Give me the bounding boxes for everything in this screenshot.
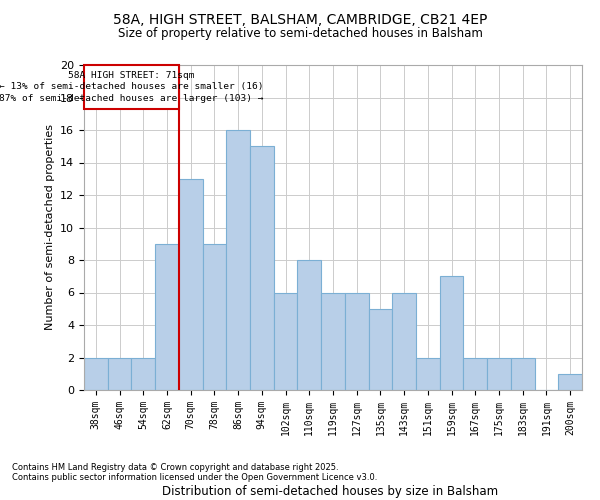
Bar: [155, 244, 179, 390]
Text: Contains public sector information licensed under the Open Government Licence v3: Contains public sector information licen…: [12, 472, 377, 482]
Bar: [463, 358, 487, 390]
Bar: [392, 292, 416, 390]
Y-axis label: Number of semi-detached properties: Number of semi-detached properties: [44, 124, 55, 330]
Text: 58A, HIGH STREET, BALSHAM, CAMBRIDGE, CB21 4EP: 58A, HIGH STREET, BALSHAM, CAMBRIDGE, CB…: [113, 12, 487, 26]
Text: 58A HIGH STREET: 71sqm
← 13% of semi-detached houses are smaller (16)
87% of sem: 58A HIGH STREET: 71sqm ← 13% of semi-det…: [0, 70, 263, 103]
Bar: [416, 358, 440, 390]
Bar: [250, 146, 274, 390]
Bar: [108, 358, 131, 390]
Bar: [84, 65, 179, 109]
Bar: [179, 179, 203, 390]
Bar: [84, 358, 108, 390]
Bar: [321, 292, 345, 390]
Bar: [298, 260, 321, 390]
Bar: [558, 374, 582, 390]
Bar: [368, 308, 392, 390]
Bar: [345, 292, 368, 390]
Bar: [274, 292, 298, 390]
Bar: [511, 358, 535, 390]
Text: Contains HM Land Registry data © Crown copyright and database right 2025.: Contains HM Land Registry data © Crown c…: [12, 462, 338, 471]
Text: Distribution of semi-detached houses by size in Balsham: Distribution of semi-detached houses by …: [162, 484, 498, 498]
Text: Size of property relative to semi-detached houses in Balsham: Size of property relative to semi-detach…: [118, 28, 482, 40]
Bar: [203, 244, 226, 390]
Bar: [131, 358, 155, 390]
Bar: [487, 358, 511, 390]
Bar: [440, 276, 463, 390]
Bar: [226, 130, 250, 390]
